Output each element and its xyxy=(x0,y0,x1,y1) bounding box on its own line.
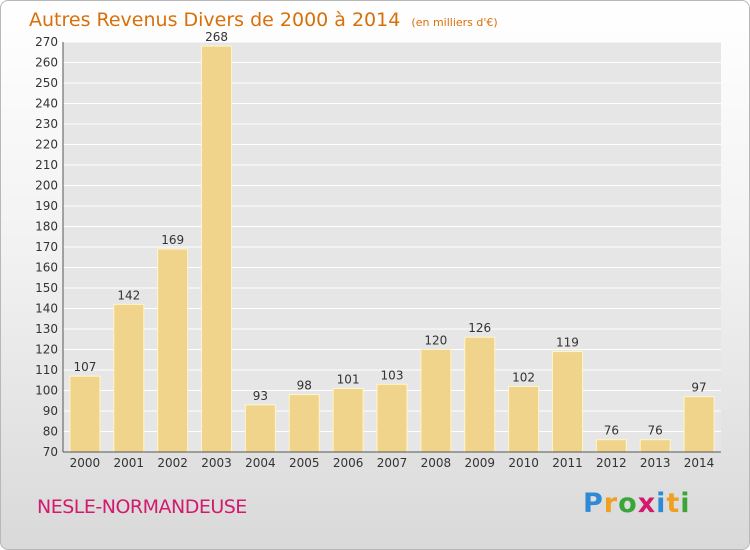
data-label: 107 xyxy=(73,360,96,374)
bar xyxy=(332,387,364,453)
brand-letter: o xyxy=(618,488,638,519)
brand-letter: i xyxy=(656,488,667,519)
brand-letter: P xyxy=(583,488,604,519)
data-label: 97 xyxy=(691,381,706,395)
data-label: 98 xyxy=(297,379,312,393)
x-tick-label: 2010 xyxy=(508,456,539,470)
y-tick-label: 250 xyxy=(35,76,58,90)
y-tick-label: 180 xyxy=(35,220,58,234)
y-tick-label: 240 xyxy=(35,97,58,111)
y-tick-label: 150 xyxy=(35,281,58,295)
bar xyxy=(551,351,583,453)
x-tick-label: 2000 xyxy=(70,456,101,470)
bar xyxy=(201,45,233,453)
y-tick-label: 270 xyxy=(35,35,58,49)
x-tick-label: 2001 xyxy=(114,456,145,470)
x-tick-label: 2011 xyxy=(552,456,583,470)
y-tick-label: 190 xyxy=(35,199,58,213)
data-label: 93 xyxy=(253,389,268,403)
y-tick-label: 160 xyxy=(35,261,58,275)
y-tick-label: 90 xyxy=(43,404,58,418)
x-tick-label: 2007 xyxy=(377,456,408,470)
x-tick-label: 2012 xyxy=(596,456,627,470)
x-tick-label: 2002 xyxy=(157,456,188,470)
brand-letter: i xyxy=(680,488,691,519)
y-tick-label: 210 xyxy=(35,158,58,172)
bar xyxy=(464,336,496,453)
data-label: 76 xyxy=(648,424,663,438)
y-tick-label: 100 xyxy=(35,384,58,398)
x-tick-label: 2006 xyxy=(333,456,364,470)
x-tick-label: 2014 xyxy=(684,456,715,470)
bar xyxy=(288,394,320,453)
y-tick-label: 130 xyxy=(35,322,58,336)
x-tick-label: 2009 xyxy=(464,456,495,470)
bar xyxy=(244,404,276,453)
y-tick-label: 110 xyxy=(35,363,58,377)
bar xyxy=(683,396,715,453)
brand-logo: Proxiti xyxy=(583,488,691,519)
chart-title-block: Autres Revenus Divers de 2000 à 2014 (en… xyxy=(29,9,498,31)
x-tick-label: 2008 xyxy=(421,456,452,470)
y-tick-label: 70 xyxy=(43,445,58,459)
y-tick-label: 220 xyxy=(35,138,58,152)
y-tick-label: 80 xyxy=(43,425,58,439)
data-label: 120 xyxy=(424,334,447,348)
brand-letter: t xyxy=(666,488,681,519)
bar xyxy=(595,439,627,453)
bar xyxy=(639,439,671,453)
bar xyxy=(420,349,452,453)
y-tick-label: 200 xyxy=(35,179,58,193)
data-label: 169 xyxy=(161,233,184,247)
data-label: 119 xyxy=(556,336,579,350)
x-tick-label: 2013 xyxy=(640,456,671,470)
data-label: 101 xyxy=(337,372,360,386)
x-tick-label: 2005 xyxy=(289,456,320,470)
data-label: 268 xyxy=(205,30,228,44)
data-label: 102 xyxy=(512,370,535,384)
y-tick-label: 170 xyxy=(35,240,58,254)
x-tick-label: 2003 xyxy=(201,456,232,470)
data-label: 76 xyxy=(604,424,619,438)
bar xyxy=(113,303,145,453)
data-label: 126 xyxy=(468,321,491,335)
y-tick-label: 230 xyxy=(35,117,58,131)
brand-letter: x xyxy=(637,488,657,519)
y-tick-label: 140 xyxy=(35,302,58,316)
bar xyxy=(157,248,189,453)
place-name: NESLE-NORMANDEUSE xyxy=(37,496,247,518)
brand-letter: r xyxy=(603,488,619,519)
chart-subtitle: (en milliers d'€) xyxy=(411,16,498,29)
data-label: 103 xyxy=(381,368,404,382)
y-tick-label: 120 xyxy=(35,343,58,357)
bar xyxy=(508,385,540,453)
x-tick-label: 2004 xyxy=(245,456,276,470)
bar xyxy=(376,383,408,453)
bar xyxy=(69,375,101,453)
data-label: 142 xyxy=(117,288,140,302)
y-tick-label: 260 xyxy=(35,56,58,70)
chart-title: Autres Revenus Divers de 2000 à 2014 xyxy=(29,9,401,31)
